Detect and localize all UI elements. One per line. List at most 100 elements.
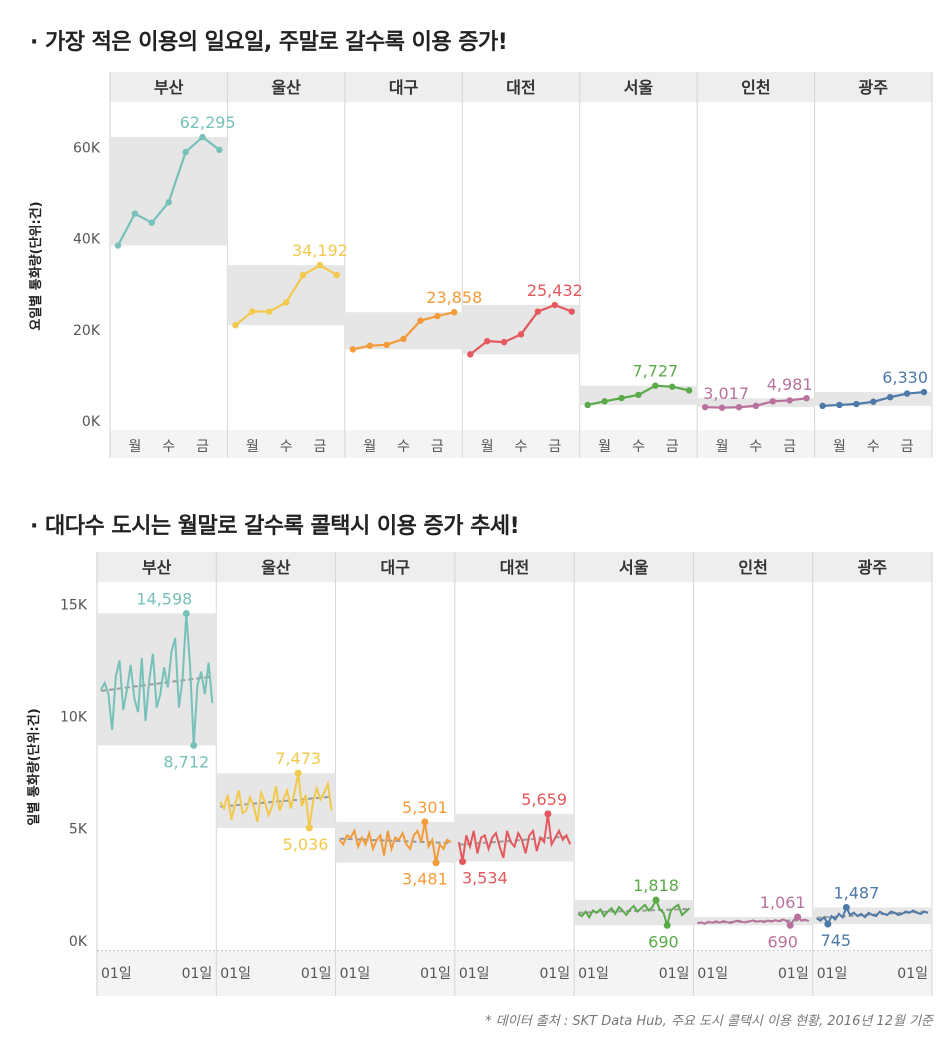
chart1-value-label: 7,727	[632, 362, 678, 381]
chart2-min-label: 745	[821, 931, 852, 950]
chart1-data-point	[803, 394, 810, 402]
chart2-min-label: 3,534	[462, 869, 508, 888]
chart1-data-point	[635, 391, 642, 399]
chart2-panel-title-3: 대구	[380, 558, 410, 577]
chart1-value-label: 3,017	[703, 384, 749, 403]
chart2-min-label: 3,481	[402, 870, 448, 889]
chart2-ytick-label: 0K	[69, 934, 88, 950]
chart1-data-point	[886, 394, 894, 401]
chart1-data-point	[182, 148, 189, 156]
chart1-data-point	[517, 331, 525, 338]
chart1-panel-title-6: 인천	[741, 78, 770, 97]
chart2-max-point	[544, 810, 552, 818]
chart1-xtick-label: 금	[548, 439, 561, 455]
chart1-panel-title-7: 광주	[859, 78, 889, 97]
chart1-data-point	[148, 219, 156, 226]
chart2-series-line-7	[816, 904, 929, 927]
chart2-series-line-2	[219, 773, 333, 829]
chart1-data-point	[316, 261, 324, 269]
chart2-xtick-label: 01일	[817, 966, 848, 982]
chart2-xtick-label: 01일	[340, 966, 371, 982]
chart1-panel-title-3: 대구	[389, 78, 419, 97]
chart1-data-point	[249, 308, 256, 315]
chart2-min-point	[786, 921, 794, 929]
chart2-min-point	[305, 824, 313, 832]
chart2-max-point	[652, 896, 660, 904]
chart1-xtick-label: 금	[314, 439, 327, 455]
chart2-panel-title-2: 울산	[261, 558, 291, 577]
chart2-max-point	[294, 769, 302, 777]
chart2-max-label: 1,487	[833, 883, 879, 902]
chart2-min-label: 690	[648, 932, 679, 951]
chart2-max-point	[182, 609, 190, 617]
chart1-xtick-label: 수	[515, 439, 528, 455]
chart1-data-point	[584, 401, 591, 409]
chart2-max-label: 1,818	[633, 876, 679, 895]
chart2-panel-title-4: 대전	[500, 558, 529, 577]
chart1-data-point	[735, 404, 743, 411]
chart2-min-point	[459, 858, 467, 866]
chart1-value-label: 23,858	[426, 288, 482, 307]
chart1-panel-title-1: 부산	[154, 78, 184, 97]
chart1-xtick-label: 월	[246, 439, 259, 455]
chart2-min-point	[824, 920, 832, 928]
chart2-panel-title-5: 서울	[619, 558, 649, 577]
chart2-xtick-label: 01일	[897, 966, 928, 982]
chart1-data-point	[434, 312, 441, 320]
chart1-xtick-label: 월	[128, 439, 141, 455]
chart1-xtick-label: 금	[666, 439, 679, 455]
chart2-xtick-label: 01일	[101, 966, 132, 982]
chart1-data-point	[920, 388, 928, 396]
chart1-data-point	[400, 335, 407, 343]
chart1-data-point	[366, 342, 373, 349]
chart1-data-point	[534, 308, 542, 315]
chart1-data-point	[718, 404, 726, 411]
chart1-data-point	[165, 199, 172, 206]
chart1-ytick-label: 20K	[73, 323, 101, 339]
chart1-data-point	[417, 317, 424, 324]
chart2-panel-title-6: 인천	[738, 558, 767, 577]
chart2-xtick-label: 01일	[659, 966, 690, 982]
chart2-min-point	[663, 921, 671, 929]
chart2-trend-line	[100, 675, 213, 692]
chart2-xtick-label: 01일	[578, 966, 609, 982]
chart1-data-point	[769, 398, 776, 405]
chart1-data-point	[819, 402, 826, 410]
chart1-panel-title-2: 울산	[271, 78, 301, 97]
chart2-y-axis-title: 일별 통화량(단위:건)	[26, 708, 42, 825]
chart1-value-label: 62,295	[180, 113, 236, 132]
chart1-value-label: 34,192	[292, 241, 348, 260]
chart1-panel-title-4: 대전	[506, 78, 535, 97]
chart1-data-point	[669, 383, 676, 390]
chart1-data-point	[701, 403, 709, 411]
chart2-header-bar	[97, 552, 932, 582]
chart2-range-band	[574, 900, 694, 926]
chart1-data-point	[114, 242, 122, 249]
chart2-ytick-label: 10K	[60, 710, 88, 726]
chart2-series-line-4	[457, 813, 572, 862]
chart1-panel-title-5: 서울	[624, 78, 654, 97]
chart1-data-point	[601, 398, 608, 405]
chart1-y-axis-title: 요일별 통화량(단위:건)	[28, 201, 44, 330]
chart1-data-point	[467, 351, 474, 358]
weekday-section-title: · 가장 적은 이용의 일요일, 주말로 갈수록 이용 증가!	[30, 30, 508, 55]
chart1-data-point	[131, 210, 139, 217]
chart2-max-point	[842, 903, 850, 911]
chart1-value-label: 25,432	[527, 281, 583, 300]
chart2-max-label: 5,301	[402, 798, 448, 817]
chart2-xtick-label: 01일	[697, 966, 728, 982]
chart1-xtick-label: 월	[481, 439, 494, 455]
chart2-max-label: 7,473	[275, 749, 321, 768]
chart2-series-line-5	[577, 897, 691, 930]
chart1-data-point	[752, 402, 760, 410]
chart1-xtick-label: 수	[632, 439, 645, 455]
chart1-data-point	[685, 387, 693, 394]
chart2-ytick-label: 5K	[69, 822, 88, 838]
chart1-xtick-label: 금	[196, 439, 209, 455]
chart2-xtick-label: 01일	[420, 966, 451, 982]
chart1-xtick-label: 수	[749, 439, 762, 455]
chart1-data-point	[903, 390, 911, 397]
chart1-ytick-label: 0K	[82, 414, 101, 430]
